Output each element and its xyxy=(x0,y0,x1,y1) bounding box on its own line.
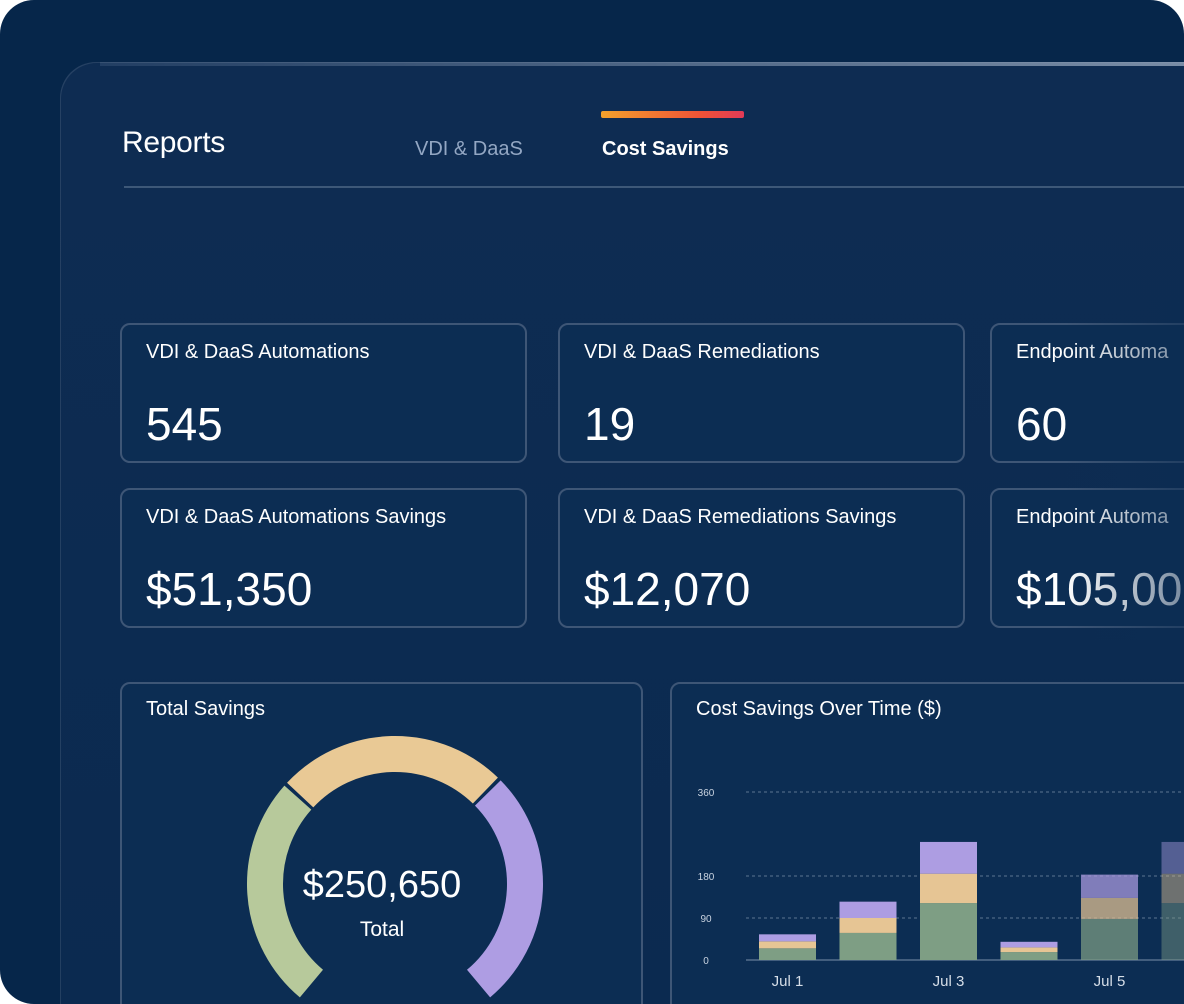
chart-title: Cost Savings Over Time ($) xyxy=(696,698,942,720)
x-tick-label: Jul 3 xyxy=(933,973,965,990)
x-tick-label: Jul 1 xyxy=(772,973,804,990)
total-savings-title: Total Savings xyxy=(146,698,265,720)
donut-segment xyxy=(466,780,543,998)
bar-segment xyxy=(1081,918,1138,960)
stat-card-vdi-automations-savings: VDI & DaaS Automations Savings $51,350 xyxy=(120,488,527,628)
stat-card-endpoint-automations-savings: Endpoint Automa $105,00 xyxy=(990,488,1184,628)
stat-label: VDI & DaaS Remediations Savings xyxy=(584,506,897,528)
stat-value: $51,350 xyxy=(146,563,313,615)
savings-donut-chart xyxy=(247,736,543,998)
bar-segment xyxy=(1081,874,1138,898)
total-savings-caption: Total xyxy=(359,918,405,941)
bar-segment xyxy=(1161,903,1184,960)
bar-segment xyxy=(839,932,897,960)
y-tick-label: 360 xyxy=(698,788,715,799)
stat-value: 60 xyxy=(1016,398,1068,450)
bar-segment xyxy=(1161,873,1184,904)
stat-card-vdi-remediations-savings: VDI & DaaS Remediations Savings $12,070 xyxy=(558,488,965,628)
stat-card-vdi-automations: VDI & DaaS Automations 545 xyxy=(120,323,527,463)
total-savings-card: Total Savings $250,650 Total xyxy=(120,682,643,1004)
bar-segment xyxy=(1000,941,1058,948)
stat-label: Endpoint Automa xyxy=(1016,506,1169,528)
y-tick-label: 90 xyxy=(700,914,712,925)
header-divider xyxy=(124,186,1184,188)
total-savings-amount: $250,650 xyxy=(302,864,462,906)
page-title: Reports xyxy=(122,126,225,159)
stat-value: 19 xyxy=(584,398,636,450)
y-tick-label: 180 xyxy=(698,872,715,883)
donut-segment xyxy=(247,785,324,998)
bar-segment xyxy=(839,918,897,933)
cost-over-time-card: Cost Savings Over Time ($) 0 90 180 360 Jul … xyxy=(670,682,1184,1004)
bar-segment xyxy=(920,903,977,960)
stat-label: VDI & DaaS Automations xyxy=(146,341,370,363)
stat-label: VDI & DaaS Automations Savings xyxy=(146,506,447,528)
tab-cost-savings[interactable]: Cost Savings xyxy=(602,138,729,160)
bar-segment xyxy=(920,873,977,904)
donut-segment xyxy=(287,736,498,808)
stat-value: 545 xyxy=(146,398,223,450)
bar-segment xyxy=(1000,952,1058,960)
stat-value: $12,070 xyxy=(584,563,751,615)
stat-value: $105,00 xyxy=(1016,563,1183,615)
bar-segment xyxy=(759,934,816,942)
bar-segment xyxy=(759,948,816,960)
stat-card-endpoint-automations: Endpoint Automa 60 xyxy=(990,323,1184,463)
stat-label: Endpoint Automa xyxy=(1016,341,1169,363)
x-tick-label: Jul 5 xyxy=(1094,973,1126,990)
bar-segment xyxy=(1081,897,1138,919)
bar-segment xyxy=(839,901,897,918)
active-tab-indicator xyxy=(601,111,744,118)
y-tick-label: 0 xyxy=(703,956,709,967)
cost-savings-bar-chart: 0 90 180 360 Jul 1 Jul 3 Jul 5 xyxy=(698,788,1184,990)
stat-label: VDI & DaaS Remediations xyxy=(584,341,820,363)
bar-segment xyxy=(759,941,816,949)
tab-vdi-daas[interactable]: VDI & DaaS xyxy=(415,138,523,160)
bar-segment xyxy=(1000,947,1058,953)
bar-segment xyxy=(920,841,977,874)
bar-segment xyxy=(1161,841,1184,874)
stat-card-vdi-remediations: VDI & DaaS Remediations 19 xyxy=(558,323,965,463)
